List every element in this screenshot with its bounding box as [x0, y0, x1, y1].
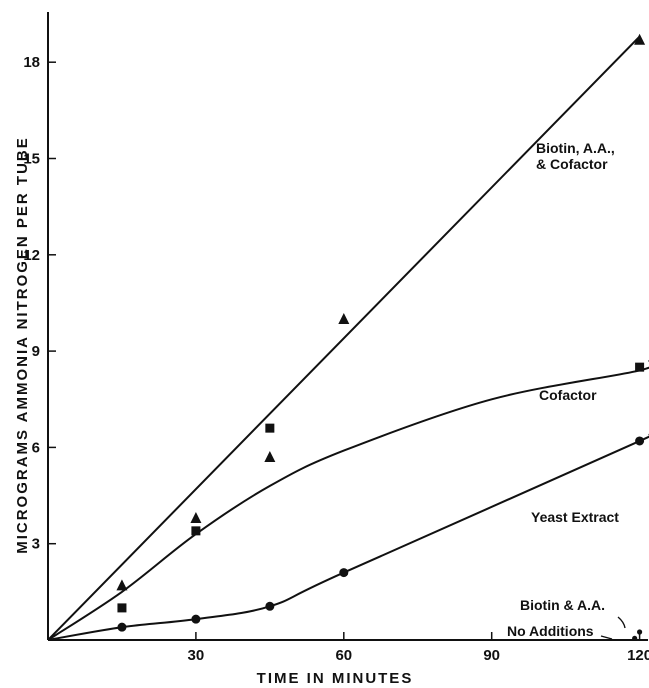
data-point-cofactor-0 — [117, 603, 127, 613]
series-label-biotin-a-a-cofactor: Biotin, A.A., — [536, 140, 615, 156]
data-point-yeast-extract-3 — [339, 568, 349, 578]
axes-group: 30 60 90 120 3 6 9 12 15 18 — [23, 12, 649, 664]
data-point-yeast-extract-0 — [117, 622, 127, 632]
y-axis-title: MICROGRAMS AMMONIA NITROGEN PER TUBE — [14, 136, 31, 554]
data-point-biotin-a-a-cofactor-0 — [116, 579, 128, 591]
x-tick-label-30: 30 — [188, 647, 205, 664]
x-tick-label-60: 60 — [335, 647, 352, 664]
data-point-yeast-extract-4 — [635, 436, 645, 446]
data-point-no-additions-0 — [632, 635, 638, 641]
x-tick-label-90: 90 — [483, 647, 500, 664]
data-point-biotin-a-a-cofactor-1 — [190, 512, 202, 524]
data-point-yeast-extract-2 — [265, 601, 275, 611]
series-label-biotin-a-a-cofactor-line-1: & Cofactor — [536, 156, 608, 172]
leader-no-additions — [600, 635, 613, 640]
y-tick-label-3: 3 — [32, 536, 40, 553]
y-tick-label-6: 6 — [32, 439, 40, 456]
series-label-cofactor: Cofactor — [539, 387, 597, 403]
data-point-yeast-extract-1 — [191, 614, 201, 624]
curves-group — [47, 35, 649, 641]
series-label-yeast-extract: Yeast Extract — [531, 509, 619, 525]
series-curve-biotin-a-a-cofactor — [47, 35, 641, 641]
leader-biotin-aa — [617, 616, 626, 629]
markers-group — [116, 33, 646, 641]
data-point-cofactor-3 — [635, 362, 645, 372]
data-point-biotin-a-a-0 — [637, 629, 643, 635]
series-label-no-additions: No Additions — [507, 623, 594, 639]
data-point-biotin-a-a-cofactor-3 — [338, 313, 350, 324]
x-tick-label-120: 120 — [627, 647, 649, 664]
y-tick-label-9: 9 — [32, 343, 40, 360]
data-point-biotin-a-a-cofactor-4 — [634, 33, 646, 45]
data-point-biotin-a-a-cofactor-2 — [264, 451, 276, 463]
annotations-group: Biotin, A.A.,& Cofactor Cofactor Yeast Ext… — [507, 140, 626, 640]
data-point-cofactor-2 — [265, 423, 275, 433]
x-axis-title: TIME IN MINUTES — [257, 670, 414, 687]
y-tick-label-18: 18 — [23, 54, 40, 71]
data-point-cofactor-1 — [191, 526, 201, 536]
y-tick-label-12: 12 — [23, 247, 40, 264]
series-label-biotin-a-a: Biotin & A.A. — [520, 597, 605, 613]
y-tick-label-15: 15 — [23, 151, 40, 168]
series-curve-cofactor — [47, 359, 649, 641]
